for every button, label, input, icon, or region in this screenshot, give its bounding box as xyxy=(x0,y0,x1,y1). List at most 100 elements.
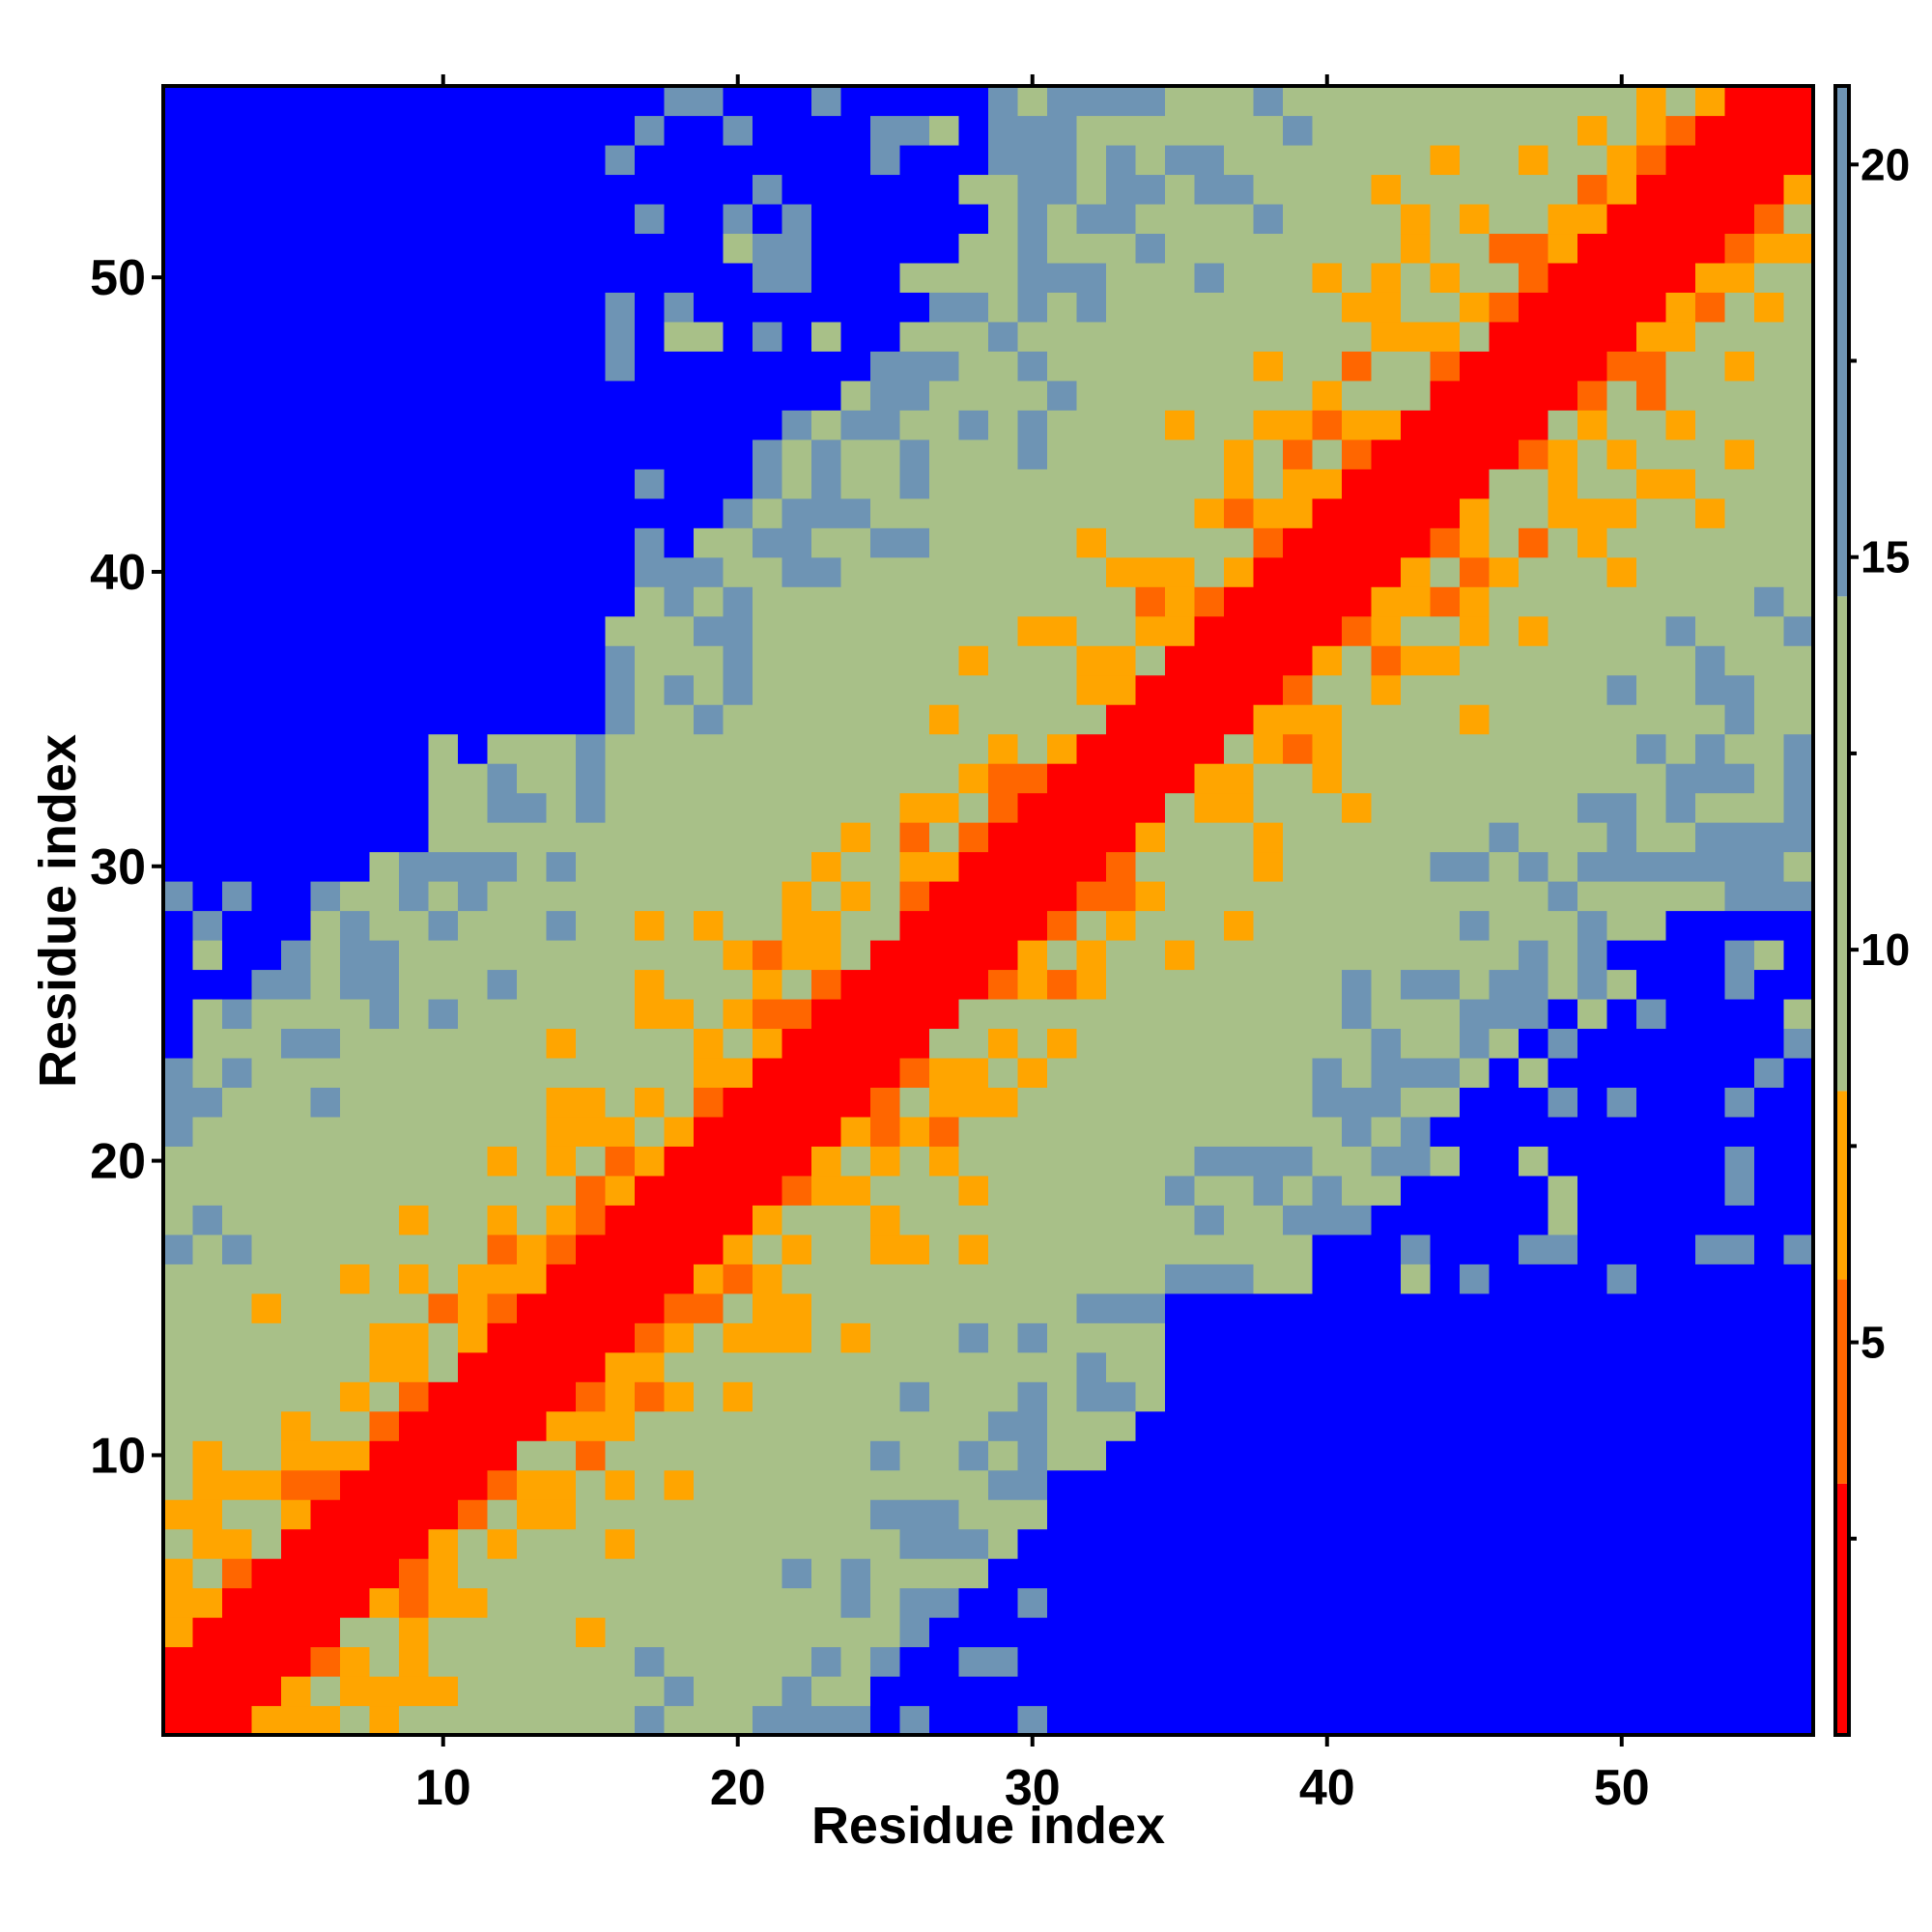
heatmap-cell xyxy=(1548,1617,1578,1648)
heatmap-cell xyxy=(899,822,930,853)
heatmap-cell xyxy=(399,1617,430,1648)
heatmap-cell xyxy=(192,469,223,499)
x-axis-label: Residue index xyxy=(811,1797,1165,1855)
heatmap-cell xyxy=(1283,1234,1314,1264)
heatmap-cell xyxy=(1135,233,1166,264)
heatmap-cell xyxy=(694,380,724,411)
heatmap-cell xyxy=(635,174,666,205)
heatmap-cell xyxy=(1577,1146,1608,1177)
heatmap-cell xyxy=(1489,1558,1520,1589)
heatmap-cell xyxy=(1224,822,1255,853)
heatmap-cell xyxy=(988,704,1019,735)
heatmap-cell xyxy=(192,881,223,912)
heatmap-cell xyxy=(1783,998,1814,1030)
heatmap-cell xyxy=(1253,439,1284,469)
heatmap-cell xyxy=(163,1264,194,1294)
heatmap-cell xyxy=(1253,851,1284,882)
heatmap-cell xyxy=(1165,86,1196,117)
heatmap-cell xyxy=(192,1617,223,1648)
heatmap-cell xyxy=(635,1499,666,1530)
heatmap-cell xyxy=(929,439,960,469)
heatmap-cell xyxy=(1401,556,1432,587)
heatmap-cell xyxy=(340,144,371,176)
heatmap-cell xyxy=(1460,910,1491,941)
heatmap-cell xyxy=(576,144,607,176)
heatmap-cell xyxy=(840,969,871,1000)
heatmap-cell xyxy=(281,1440,312,1471)
heatmap-cell xyxy=(605,1617,636,1648)
heatmap-cell xyxy=(251,733,282,764)
heatmap-cell xyxy=(1665,792,1696,823)
heatmap-cell xyxy=(1460,822,1491,853)
heatmap-cell xyxy=(1519,1146,1549,1177)
heatmap-cell xyxy=(635,1322,666,1353)
colorbar-frame xyxy=(1833,84,1851,1737)
heatmap-cell xyxy=(576,881,607,912)
heatmap-cell xyxy=(222,1116,253,1147)
heatmap-cell xyxy=(1371,1087,1402,1118)
heatmap-cell xyxy=(899,115,930,146)
heatmap-cell xyxy=(1342,1469,1373,1500)
heatmap-cell xyxy=(163,615,194,646)
heatmap-cell xyxy=(458,174,489,205)
heatmap-cell xyxy=(1489,704,1520,735)
heatmap-cell xyxy=(1519,822,1549,853)
heatmap-cell xyxy=(1724,115,1755,146)
heatmap-cell xyxy=(487,380,518,411)
heatmap-cell xyxy=(251,704,282,735)
heatmap-cell xyxy=(1489,321,1520,352)
heatmap-cell xyxy=(1371,262,1402,293)
heatmap-cell xyxy=(1017,792,1048,823)
heatmap-cell xyxy=(1135,998,1166,1030)
heatmap-cell xyxy=(1724,1146,1755,1177)
heatmap-cell xyxy=(1577,380,1608,411)
heatmap-cell xyxy=(487,144,518,176)
heatmap-cell xyxy=(1283,1499,1314,1530)
heatmap-cell xyxy=(399,1264,430,1294)
heatmap-cell xyxy=(1253,1440,1284,1471)
heatmap-cell xyxy=(1577,1528,1608,1559)
heatmap-cell xyxy=(487,1705,518,1736)
heatmap-cell xyxy=(1665,939,1696,971)
heatmap-cell xyxy=(1460,292,1491,323)
heatmap-cell xyxy=(369,792,400,823)
heatmap-cell xyxy=(576,674,607,705)
heatmap-cell xyxy=(781,410,812,440)
heatmap-cell xyxy=(635,1646,666,1677)
heatmap-cell xyxy=(487,1410,518,1441)
heatmap-cell xyxy=(1017,86,1048,117)
heatmap-cell xyxy=(1165,998,1196,1030)
heatmap-cell xyxy=(1724,351,1755,382)
heatmap-cell xyxy=(517,1410,548,1441)
heatmap-cell xyxy=(1460,645,1491,676)
heatmap-cell xyxy=(487,203,518,235)
heatmap-cell xyxy=(369,527,400,558)
heatmap-cell xyxy=(428,1293,459,1323)
heatmap-cell xyxy=(1489,969,1520,1000)
heatmap-cell xyxy=(369,1705,400,1736)
heatmap-cell xyxy=(781,203,812,235)
heatmap-cell xyxy=(723,1116,753,1147)
heatmap-cell xyxy=(1783,939,1814,971)
heatmap-cell xyxy=(929,1705,960,1736)
heatmap-cell xyxy=(310,645,341,676)
heatmap-cell xyxy=(340,1676,371,1707)
heatmap-cell xyxy=(988,1558,1019,1589)
heatmap-cell xyxy=(1076,174,1107,205)
heatmap-cell xyxy=(870,1469,901,1500)
heatmap-cell xyxy=(1489,645,1520,676)
heatmap-cell xyxy=(1430,881,1461,912)
heatmap-cell xyxy=(1489,910,1520,941)
heatmap-cell xyxy=(1519,439,1549,469)
heatmap-cell xyxy=(929,704,960,735)
heatmap-cell xyxy=(1548,1116,1578,1147)
heatmap-cell xyxy=(988,1587,1019,1618)
heatmap-cell xyxy=(1606,144,1637,176)
heatmap-cell xyxy=(811,910,842,941)
heatmap-cell xyxy=(1017,1381,1048,1412)
heatmap-cell xyxy=(929,1264,960,1294)
heatmap-cell xyxy=(251,881,282,912)
heatmap-cell xyxy=(517,1558,548,1589)
heatmap-cell xyxy=(753,1705,783,1736)
